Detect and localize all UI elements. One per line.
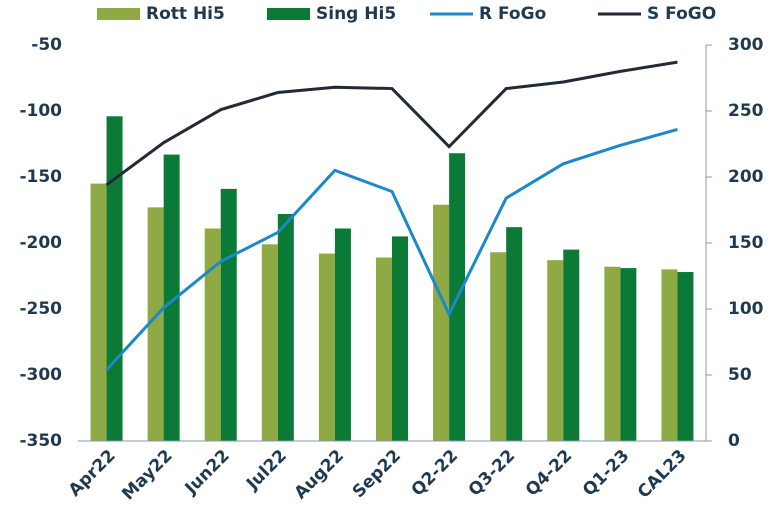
legend-label: Rott Hi5 [146, 4, 225, 24]
bar [376, 257, 392, 441]
bar [318, 253, 335, 441]
legend-label: Sing Hi5 [316, 4, 396, 24]
y-tick-label: -250 [19, 299, 62, 319]
bar [163, 154, 180, 441]
y2-tick-label: 100 [728, 299, 764, 319]
y2-tick-label: 50 [728, 365, 752, 385]
bar [220, 188, 237, 441]
x-tick-label: Q3-22 [465, 446, 519, 500]
bar [604, 266, 621, 441]
legend-label: S FoGO [647, 4, 716, 24]
bar [392, 236, 408, 441]
x-tick-label: Apr22 [65, 446, 120, 501]
bar [506, 227, 523, 441]
bar [147, 207, 164, 441]
bar [563, 249, 580, 441]
bar [277, 213, 294, 441]
bar [677, 272, 694, 441]
y-tick-label: -100 [19, 101, 62, 121]
bar [620, 268, 637, 441]
bar [90, 183, 107, 441]
bar [547, 260, 564, 441]
x-tick-label: Jun22 [181, 446, 234, 499]
bar [433, 204, 450, 441]
bar [204, 228, 221, 441]
legend-label: R FoGo [479, 4, 546, 24]
y2-tick-label: 0 [728, 431, 740, 451]
line [105, 128, 678, 371]
line [105, 60, 678, 187]
x-tick-label: Sep22 [349, 446, 405, 502]
bar [106, 116, 123, 441]
y2-tick-label: 150 [728, 233, 764, 253]
bar [661, 269, 678, 441]
x-tick-label: Q1-23 [579, 446, 633, 500]
y-tick-label: -150 [19, 167, 62, 187]
x-tick-label: Aug22 [291, 446, 348, 503]
y2-tick-label: 250 [728, 101, 764, 121]
bar [334, 228, 351, 441]
x-tick-label: Jul22 [242, 446, 291, 495]
bar [261, 244, 278, 441]
bar [490, 252, 507, 441]
y-tick-label: -200 [19, 233, 62, 253]
x-tick-label: CAL23 [634, 446, 691, 503]
y-tick-label: -50 [31, 35, 62, 55]
x-tick-label: Q2-22 [408, 446, 462, 500]
y2-tick-label: 300 [728, 35, 764, 55]
x-tick-label: Q4-22 [522, 446, 576, 500]
legend-swatch [267, 8, 310, 20]
y-tick-label: -300 [19, 365, 62, 385]
y2-tick-label: 200 [728, 167, 764, 187]
y-tick-label: -350 [19, 431, 62, 451]
x-tick-label: May22 [118, 446, 176, 504]
legend-swatch [97, 8, 140, 20]
